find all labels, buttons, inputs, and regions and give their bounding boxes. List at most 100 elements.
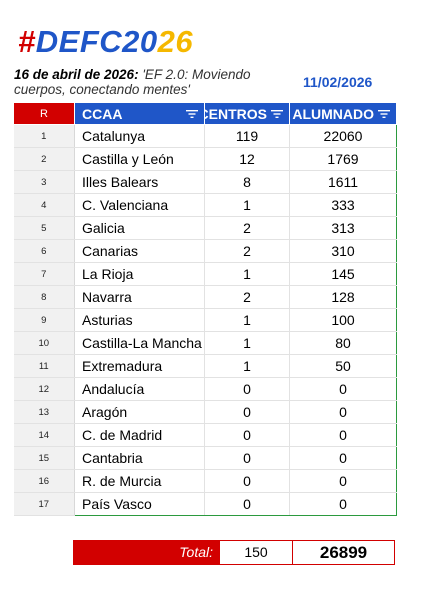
table-row: 2 Castilla y León 12 1769 — [13, 147, 397, 171]
event-description: 'EF 2.0: Moviendo cuerpos, conectando me… — [14, 67, 251, 97]
row-rank: 9 — [13, 308, 75, 332]
row-centros: 0 — [204, 377, 290, 401]
row-centros: 0 — [204, 400, 290, 424]
filter-icon[interactable] — [186, 109, 198, 119]
table-row: 5 Galicia 2 313 — [13, 216, 397, 240]
page-title: #DEFC2026 — [18, 24, 193, 60]
row-ccaa: Aragón — [74, 400, 205, 424]
row-ccaa: R. de Murcia — [74, 469, 205, 493]
header-ccaa-label: CCAA — [82, 105, 123, 122]
row-rank: 5 — [13, 216, 75, 240]
row-centros: 1 — [204, 193, 290, 217]
row-ccaa: Extremadura — [74, 354, 205, 378]
row-alumnado: 22060 — [289, 124, 397, 148]
header-centros-label: CENTROS — [204, 105, 268, 122]
row-ccaa: Illes Balears — [74, 170, 205, 194]
row-centros: 1 — [204, 262, 290, 286]
row-alumnado: 333 — [289, 193, 397, 217]
row-centros: 0 — [204, 469, 290, 493]
table-row: 1 Catalunya 119 22060 — [13, 124, 397, 148]
header-alumnado[interactable]: ALUMNADO — [289, 102, 397, 125]
row-alumnado: 0 — [289, 492, 397, 516]
row-ccaa: C. de Madrid — [74, 423, 205, 447]
row-rank: 15 — [13, 446, 75, 470]
row-rank: 4 — [13, 193, 75, 217]
table-row: 14 C. de Madrid 0 0 — [13, 423, 397, 447]
totals-alumnado: 26899 — [293, 540, 395, 565]
table-row: 16 R. de Murcia 0 0 — [13, 469, 397, 493]
row-rank: 11 — [13, 354, 75, 378]
row-rank: 2 — [13, 147, 75, 171]
header-rank[interactable]: R — [13, 102, 75, 125]
filter-icon[interactable] — [271, 109, 283, 119]
table-row: 17 País Vasco 0 0 — [13, 492, 397, 516]
row-alumnado: 1611 — [289, 170, 397, 194]
row-alumnado: 0 — [289, 446, 397, 470]
row-alumnado: 310 — [289, 239, 397, 263]
row-centros: 2 — [204, 239, 290, 263]
table-header-row: R CCAA CENTROS ALUMNADO — [13, 102, 397, 125]
table-row: 4 C. Valenciana 1 333 — [13, 193, 397, 217]
row-ccaa: Navarra — [74, 285, 205, 309]
row-centros: 0 — [204, 423, 290, 447]
row-centros: 0 — [204, 492, 290, 516]
header-alumnado-label: ALUMNADO — [292, 105, 374, 122]
row-ccaa: Catalunya — [74, 124, 205, 148]
row-ccaa: Canarias — [74, 239, 205, 263]
row-rank: 14 — [13, 423, 75, 447]
row-alumnado: 0 — [289, 377, 397, 401]
row-ccaa: País Vasco — [74, 492, 205, 516]
row-alumnado: 1769 — [289, 147, 397, 171]
row-centros: 1 — [204, 308, 290, 332]
row-ccaa: Asturias — [74, 308, 205, 332]
table-body: 1 Catalunya 119 22060 2 Castilla y León 12 1769… — [13, 124, 397, 516]
row-centros: 2 — [204, 285, 290, 309]
row-ccaa: Castilla-La Mancha — [74, 331, 205, 355]
event-date: 16 de abril de 2026: — [14, 67, 139, 82]
header-centros[interactable]: CENTROS — [204, 102, 290, 125]
update-date: 11/02/2026 — [303, 74, 373, 90]
header-ccaa[interactable]: CCAA — [74, 102, 205, 125]
row-alumnado: 0 — [289, 400, 397, 424]
row-alumnado: 80 — [289, 331, 397, 355]
row-alumnado: 313 — [289, 216, 397, 240]
row-rank: 10 — [13, 331, 75, 355]
table-row: 3 Illes Balears 8 1611 — [13, 170, 397, 194]
row-rank: 13 — [13, 400, 75, 424]
row-centros: 8 — [204, 170, 290, 194]
row-centros: 2 — [204, 216, 290, 240]
row-centros: 12 — [204, 147, 290, 171]
table-row: 11 Extremadura 1 50 — [13, 354, 397, 378]
row-centros: 1 — [204, 331, 290, 355]
row-alumnado: 50 — [289, 354, 397, 378]
event-info: 16 de abril de 2026: 'EF 2.0: Moviendo c… — [14, 67, 284, 97]
filter-icon[interactable] — [378, 109, 390, 119]
row-centros: 119 — [204, 124, 290, 148]
row-centros: 0 — [204, 446, 290, 470]
table-row: 12 Andalucía 0 0 — [13, 377, 397, 401]
table-row: 9 Asturias 1 100 — [13, 308, 397, 332]
totals-row: Total: 150 26899 — [73, 540, 395, 565]
table-row: 8 Navarra 2 128 — [13, 285, 397, 309]
row-alumnado: 100 — [289, 308, 397, 332]
table-row: 7 La Rioja 1 145 — [13, 262, 397, 286]
row-alumnado: 0 — [289, 423, 397, 447]
row-rank: 7 — [13, 262, 75, 286]
row-rank: 6 — [13, 239, 75, 263]
row-ccaa: Andalucía — [74, 377, 205, 401]
totals-centros: 150 — [219, 540, 293, 565]
title-main: DEFC20 — [35, 24, 158, 59]
row-ccaa: La Rioja — [74, 262, 205, 286]
title-hash: # — [18, 24, 36, 59]
row-ccaa: Cantabria — [74, 446, 205, 470]
row-rank: 17 — [13, 492, 75, 516]
row-ccaa: Castilla y León — [74, 147, 205, 171]
row-alumnado: 145 — [289, 262, 397, 286]
row-ccaa: Galicia — [74, 216, 205, 240]
table-row: 10 Castilla-La Mancha 1 80 — [13, 331, 397, 355]
row-rank: 8 — [13, 285, 75, 309]
ranking-table: R CCAA CENTROS ALUMNADO 1 Catalu — [13, 102, 397, 516]
row-centros: 1 — [204, 354, 290, 378]
row-rank: 3 — [13, 170, 75, 194]
row-rank: 1 — [13, 124, 75, 148]
